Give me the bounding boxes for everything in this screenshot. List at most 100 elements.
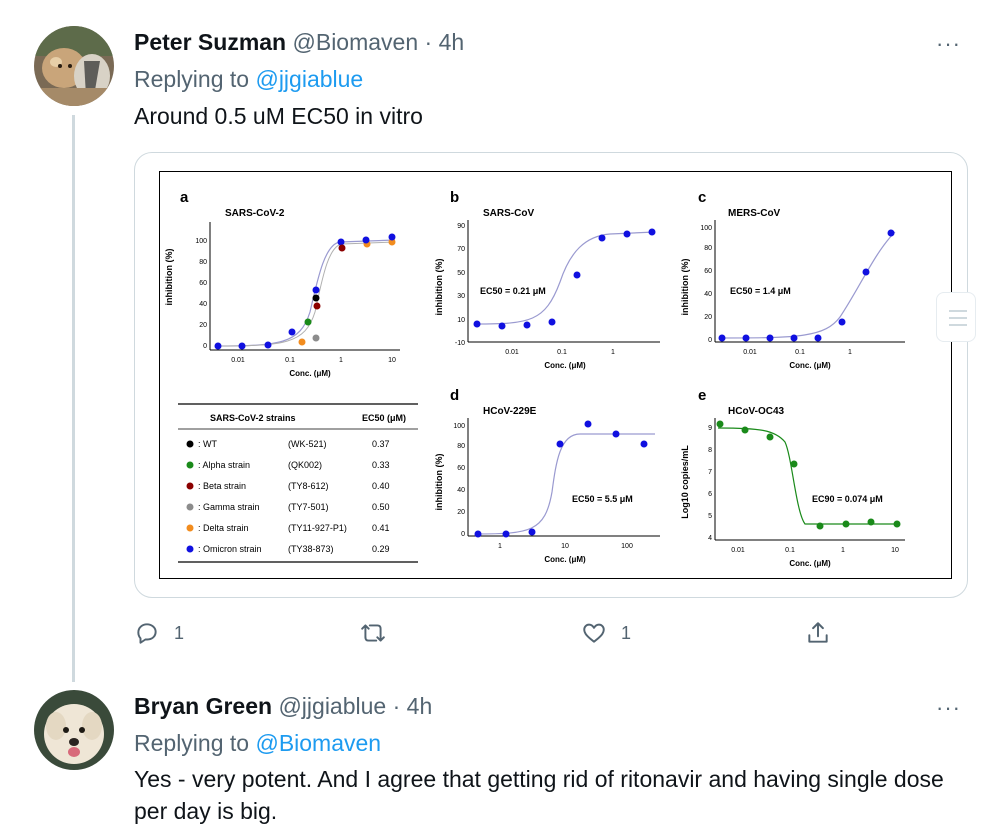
panel-b: b SARS-CoV inhibition (%) -10 10 30 50 7… <box>434 189 660 370</box>
axis-ylabel: inhibition (%) <box>434 454 444 511</box>
ytick: 20 <box>199 322 207 329</box>
table-row-ec: 0.40 <box>372 481 390 491</box>
author-name[interactable]: Bryan Green <box>134 693 273 719</box>
mention-link[interactable]: @jjgiablue <box>255 66 364 92</box>
ytick: 6 <box>708 491 712 498</box>
ytick: 60 <box>704 268 712 275</box>
table-row-ec: 0.41 <box>372 523 390 533</box>
mention-link[interactable]: @Biomaven <box>255 730 382 756</box>
panel-d: d HCoV-229E inhibition (%) 0 20 40 60 80… <box>434 387 660 564</box>
ytick: 30 <box>457 293 465 300</box>
table-row-label: : Omicron strain <box>198 544 262 554</box>
xtick: 1 <box>339 357 343 364</box>
ytick: 80 <box>704 245 712 252</box>
xtick: 100 <box>621 543 633 550</box>
ytick: 9 <box>708 425 712 432</box>
author-handle[interactable]: @Biomaven <box>292 29 419 55</box>
figure-image: a SARS-CoV-2 inhibition (%) 0 20 40 60 8… <box>159 171 952 579</box>
replying-to: Replying to @jjgiablue <box>134 66 363 93</box>
ytick: 40 <box>704 291 712 298</box>
axis-xlabel: Conc. (μM) <box>544 361 586 370</box>
axis-xlabel: Conc. (μM) <box>789 559 831 568</box>
panel-a: a SARS-CoV-2 inhibition (%) 0 20 40 60 8… <box>164 189 400 378</box>
media-card[interactable]: a SARS-CoV-2 inhibition (%) 0 20 40 60 8… <box>134 152 968 598</box>
axis-xlabel: Conc. (μM) <box>289 369 331 378</box>
replying-prefix: Replying to <box>134 66 250 92</box>
xtick: 1 <box>841 547 845 554</box>
ytick: 8 <box>708 447 712 454</box>
more-options-icon[interactable]: ··· <box>936 31 961 56</box>
xtick: 0.1 <box>785 547 795 554</box>
reply-count: 1 <box>174 622 185 643</box>
table-row-code: (TY7-501) <box>288 502 329 512</box>
like-button[interactable]: 1 <box>581 620 631 646</box>
ytick: 70 <box>457 246 465 253</box>
axis-xlabel: Conc. (μM) <box>544 555 586 564</box>
table-row-code: (WK-521) <box>288 439 327 449</box>
ytick: 40 <box>199 301 207 308</box>
ec-label: EC50 = 0.21 μM <box>480 286 546 296</box>
panel-letter: a <box>180 189 189 206</box>
table-row-code: (TY38-873) <box>288 544 334 554</box>
ec-label: EC90 = 0.074 μM <box>812 494 883 504</box>
avatar-peter[interactable] <box>34 26 114 106</box>
axis-ylabel: inhibition (%) <box>164 249 174 306</box>
panel-title: HCoV-229E <box>483 406 537 417</box>
ytick: 60 <box>457 465 465 472</box>
table-row-ec: 0.50 <box>372 502 390 512</box>
xtick: 10 <box>891 547 899 554</box>
panel-title: MERS-CoV <box>728 208 781 219</box>
table-row-ec: 0.29 <box>372 544 390 554</box>
timestamp[interactable]: 4h <box>438 29 465 55</box>
panel-title: HCoV-OC43 <box>728 406 785 417</box>
ytick: 0 <box>461 531 465 538</box>
more-options-icon[interactable]: ··· <box>936 695 961 720</box>
table-row-label: : WT <box>198 439 217 449</box>
ytick: 0 <box>708 337 712 344</box>
retweet-button[interactable] <box>360 620 386 646</box>
panel-letter: d <box>450 387 459 404</box>
xtick: 0.01 <box>231 357 245 364</box>
ytick: -10 <box>455 340 465 347</box>
timestamp[interactable]: 4h <box>406 693 433 719</box>
table-row-label: : Alpha strain <box>198 460 250 470</box>
reply-button[interactable]: 1 <box>134 620 184 646</box>
author-name[interactable]: Peter Suzman <box>134 29 287 55</box>
xtick: 0.1 <box>795 349 805 356</box>
tweet-text: Yes - very potent. And I agree that gett… <box>134 766 944 824</box>
ytick: 50 <box>457 270 465 277</box>
ytick: 60 <box>199 280 207 287</box>
ytick: 80 <box>457 443 465 450</box>
panel-e: e HCoV-OC43 Log10 copies/mL 4 5 6 7 8 9 … <box>680 387 905 568</box>
table-row-ec: 0.33 <box>372 460 390 470</box>
replying-to: Replying to @Biomaven <box>134 730 381 757</box>
author-handle[interactable]: @jjgiablue <box>278 693 387 719</box>
axis-ylabel: inhibition (%) <box>680 259 690 316</box>
tweet-actions: 1 1 <box>0 620 990 650</box>
ec-label: EC50 = 5.5 μM <box>572 494 633 504</box>
ytick: 40 <box>457 487 465 494</box>
share-button[interactable] <box>805 620 831 646</box>
xtick: 0.1 <box>285 357 295 364</box>
table-header-strain: SARS-CoV-2 strains <box>210 413 296 423</box>
reply-icon <box>137 623 157 644</box>
table-row-code: (TY8-612) <box>288 481 329 491</box>
ytick: 10 <box>457 317 465 324</box>
strain-table: SARS-CoV-2 strains EC50 (μM) : WT (WK-52… <box>178 403 418 563</box>
xtick: 1 <box>498 543 502 550</box>
ytick: 20 <box>704 314 712 321</box>
ytick: 4 <box>708 535 712 542</box>
tweet2-header: Bryan Green @jjgiablue · 4h <box>134 693 432 720</box>
panel-letter: c <box>698 189 706 206</box>
table-header-ec: EC50 (μM) <box>362 413 406 423</box>
xtick: 1 <box>611 349 615 356</box>
ytick: 90 <box>457 223 465 230</box>
panel-title: SARS-CoV-2 <box>225 208 285 219</box>
ytick: 20 <box>457 509 465 516</box>
share-icon <box>808 622 828 643</box>
side-scroll-tab[interactable] <box>936 292 976 342</box>
ytick: 5 <box>708 513 712 520</box>
ytick: 100 <box>195 238 207 245</box>
ytick: 100 <box>700 225 712 232</box>
avatar-bryan[interactable] <box>34 690 114 770</box>
